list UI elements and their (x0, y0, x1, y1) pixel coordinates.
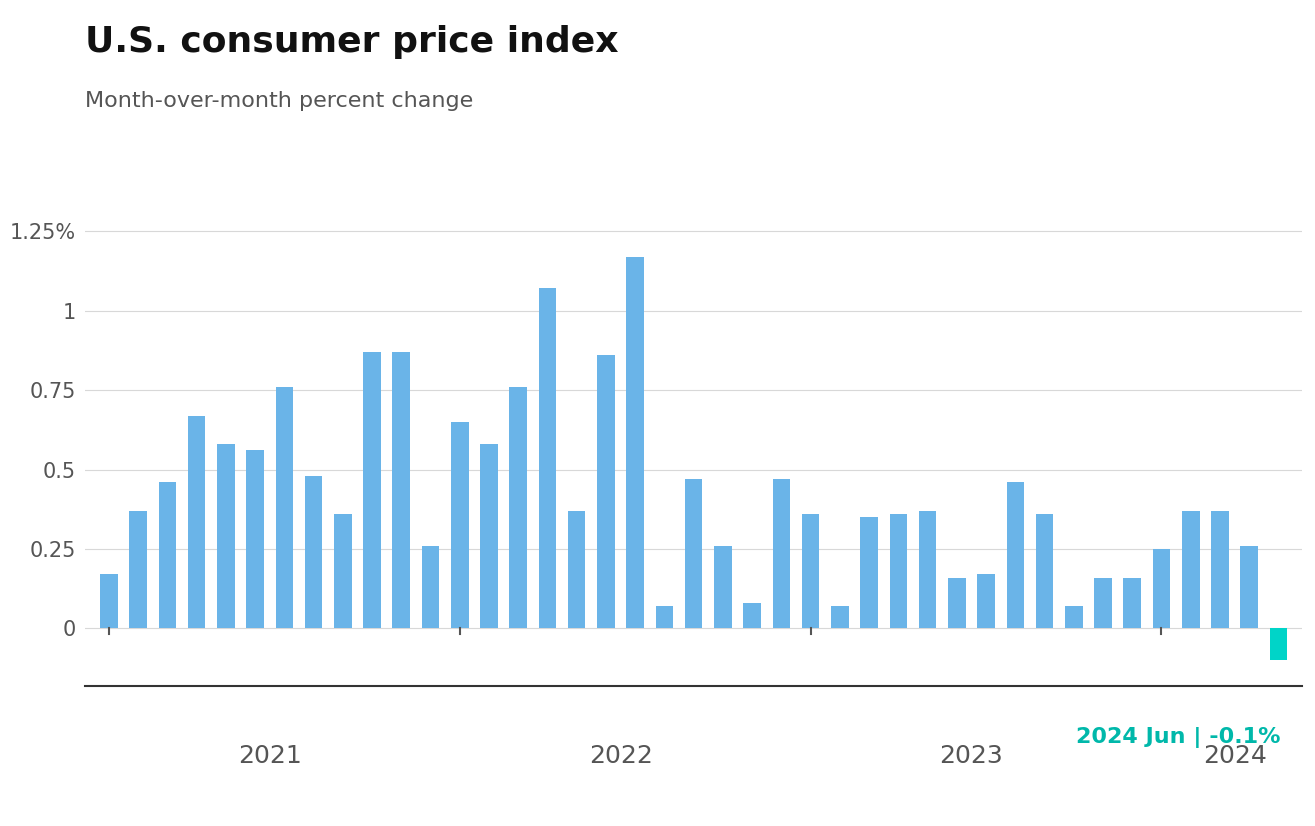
Bar (129, 510, 147, 629)
Text: Month-over-month percent change: Month-over-month percent change (85, 91, 473, 111)
Bar (860, 517, 878, 629)
Bar (1153, 549, 1170, 629)
Bar (422, 546, 439, 629)
Bar (1036, 514, 1053, 629)
Bar (188, 415, 205, 629)
Bar (509, 387, 527, 629)
Bar (305, 476, 322, 629)
Bar (1006, 482, 1024, 629)
Bar (451, 422, 468, 629)
Bar (831, 606, 848, 629)
Bar (656, 606, 673, 629)
Bar (1094, 577, 1111, 629)
Bar (246, 450, 264, 629)
Text: 2022: 2022 (589, 744, 652, 768)
Bar (1240, 546, 1258, 629)
Bar (948, 577, 965, 629)
Bar (773, 479, 790, 629)
Text: U.S. consumer price index: U.S. consumer price index (85, 25, 619, 59)
Bar (597, 355, 614, 629)
Bar (802, 514, 819, 629)
Bar (334, 514, 351, 629)
Bar (363, 352, 381, 629)
Bar (1065, 606, 1082, 629)
Bar (1182, 510, 1199, 629)
Bar (685, 479, 702, 629)
Text: 2024 Jun | -0.1%: 2024 Jun | -0.1% (1076, 727, 1281, 748)
Bar (100, 574, 117, 629)
Bar (919, 510, 936, 629)
Bar (217, 444, 234, 629)
Bar (714, 546, 731, 629)
Bar (1270, 629, 1287, 660)
Bar (539, 288, 556, 629)
Bar (276, 387, 293, 629)
Text: 2021: 2021 (238, 744, 301, 768)
Bar (1211, 510, 1228, 629)
Bar (626, 257, 644, 629)
Bar (977, 574, 995, 629)
Bar (743, 603, 761, 629)
Text: 2023: 2023 (939, 744, 1003, 768)
Text: 2024: 2024 (1203, 744, 1266, 768)
Bar (159, 482, 176, 629)
Bar (568, 510, 585, 629)
Bar (480, 444, 498, 629)
Bar (889, 514, 907, 629)
Bar (1123, 577, 1141, 629)
Bar (392, 352, 410, 629)
